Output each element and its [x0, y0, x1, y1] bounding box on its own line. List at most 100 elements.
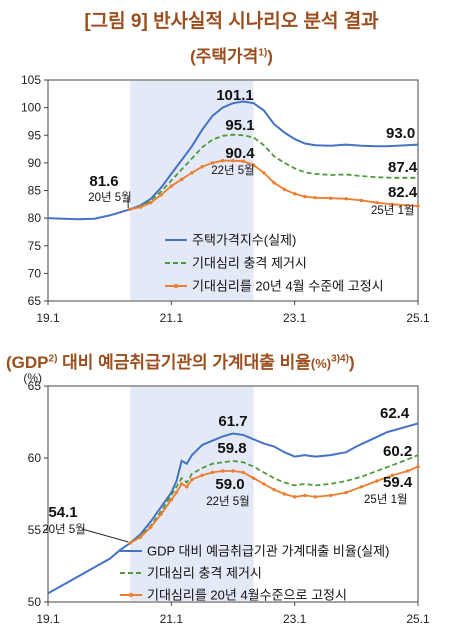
series-marker — [174, 490, 179, 495]
y-tick-label: 90 — [28, 156, 42, 170]
series-marker — [359, 485, 364, 489]
legend-label-0: GDP 대비 예금취급기관 가계대출 비율(실제) — [147, 544, 389, 559]
series-marker — [303, 493, 307, 498]
series-marker — [251, 163, 256, 167]
legend-label-2: 기대심리를 20년 4월 수준에 고정시 — [192, 279, 384, 294]
x-tick-label: 19.1 — [36, 612, 60, 626]
x-tick-label: 23.1 — [283, 612, 307, 626]
peak-date-label: 22년 5월 — [211, 164, 255, 177]
legend-marker — [173, 283, 179, 289]
series-marker — [344, 490, 348, 495]
series-marker — [179, 177, 184, 182]
series-marker — [313, 195, 317, 200]
series-marker — [138, 205, 143, 209]
series-marker — [241, 470, 245, 475]
y-tick-label: 50 — [28, 595, 42, 609]
series-marker — [390, 473, 395, 477]
y-unit: (%) — [23, 371, 42, 385]
series-marker — [390, 202, 395, 207]
fixed-end-label: 82.4 — [388, 184, 418, 201]
series-marker — [200, 165, 204, 169]
series-marker — [169, 498, 174, 502]
chart2-title-gdp: GDP — [11, 353, 49, 372]
series-marker — [221, 158, 225, 163]
series-marker — [210, 470, 215, 475]
legend-label-0: 주택가격지수(실제) — [192, 233, 296, 248]
series-marker — [272, 181, 276, 185]
chart2-title-middle: 대비 예금취급기관의 가계대출 비율 — [57, 353, 311, 372]
series-marker — [149, 525, 153, 529]
legend-label-2: 기대심리를 20년 4월수준으로 고정시 — [147, 588, 347, 603]
series-marker — [416, 464, 420, 469]
start-pointer — [81, 528, 129, 543]
shaded-period — [130, 387, 254, 601]
series-marker — [282, 187, 287, 192]
series-marker — [128, 207, 132, 211]
series-marker — [169, 184, 174, 188]
series-marker — [292, 495, 297, 499]
chart2-title-footnote-2: 3)4) — [331, 353, 349, 365]
series-line-1 — [129, 133, 418, 211]
peak-date-label: 22년 5월 — [206, 495, 250, 508]
series-marker — [200, 473, 204, 477]
actual-peak-label: 61.7 — [218, 413, 247, 430]
fixed-peak-label: 59.0 — [215, 476, 244, 493]
no-shock-peak-label: 59.8 — [217, 440, 246, 457]
y-tick-label: 80 — [28, 211, 42, 225]
series-marker — [262, 171, 266, 175]
y-tick-label: 95 — [28, 128, 42, 142]
series-marker — [179, 482, 184, 486]
end-date-label: 25년 1월 — [364, 493, 408, 506]
actual-end-label: 93.0 — [386, 125, 415, 142]
chart2-title-unit: (%) — [310, 356, 332, 371]
start-value-label: 54.1 — [48, 504, 77, 521]
y-tick-label: 100 — [21, 101, 41, 115]
series-marker — [375, 200, 379, 205]
subtitle-footnote: 1) — [258, 47, 268, 59]
figure-subtitle: (주택가격1)) — [0, 42, 463, 67]
actual-end-label: 62.4 — [380, 405, 410, 422]
fixed-peak-label: 90.4 — [225, 145, 255, 162]
no-shock-end-label: 87.4 — [388, 159, 418, 176]
series-marker — [282, 492, 287, 496]
series-marker — [406, 469, 410, 473]
x-tick-label: 21.1 — [160, 311, 184, 325]
series-marker — [210, 161, 215, 165]
legend-label-1: 기대심리 충격 제거시 — [147, 566, 262, 581]
series-marker — [190, 477, 194, 482]
y-tick-label: 65 — [28, 294, 42, 308]
x-tick-label: 19.1 — [36, 311, 60, 325]
series-marker — [328, 493, 333, 498]
series-line-2 — [129, 465, 419, 544]
series-marker — [313, 495, 317, 499]
x-tick-label: 23.1 — [283, 311, 307, 325]
chart2-title-close: ) — [348, 353, 355, 372]
no-shock-peak-label: 95.1 — [225, 117, 254, 134]
series-marker — [416, 204, 420, 208]
legend-label-1: 기대심리 충격 제거시 — [192, 256, 307, 271]
series-marker — [128, 541, 132, 545]
series-marker — [159, 193, 163, 197]
series-line-0 — [47, 422, 419, 595]
plot-frame — [47, 385, 419, 603]
start-date-label: 20년 5월 — [42, 523, 86, 536]
chart2-title-footnote-1: 2) — [48, 353, 58, 365]
subtitle-close: ) — [267, 47, 273, 66]
x-tick-label: 25.1 — [406, 612, 430, 626]
chart2-title-open: ( — [6, 353, 12, 372]
figure-title: [그림 9] 반사실적 시나리오 분석 결과 — [84, 11, 379, 32]
series-marker — [262, 482, 266, 486]
series-marker — [241, 159, 245, 163]
y-tick-label: 85 — [28, 184, 42, 198]
series-line-1 — [129, 454, 419, 544]
series-marker — [359, 198, 364, 203]
series-marker — [149, 200, 153, 205]
y-tick-label: 70 — [28, 266, 42, 280]
x-tick-label: 21.1 — [160, 612, 184, 626]
y-tick-label: 60 — [28, 451, 42, 465]
series-marker — [292, 192, 297, 196]
series-marker — [159, 512, 163, 516]
series-marker — [138, 535, 143, 539]
